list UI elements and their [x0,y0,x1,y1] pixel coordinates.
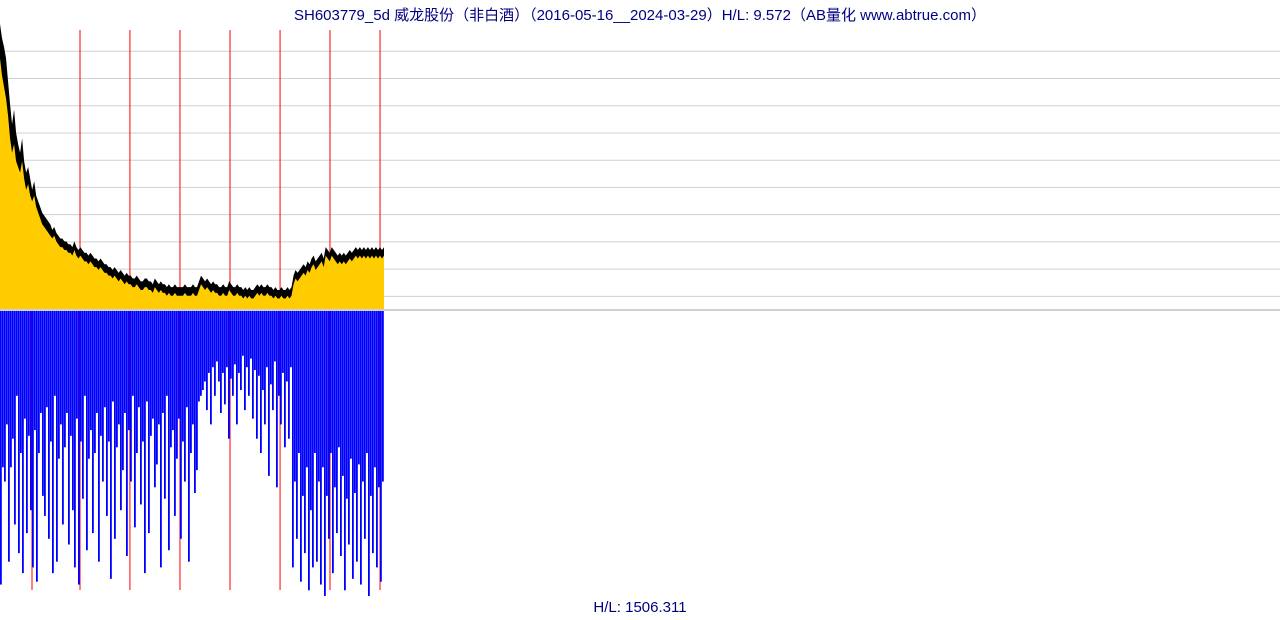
upper-price-panel [0,24,1280,310]
chart-title: SH603779_5d 威龙股份（非白酒）（2016-05-16__2024-0… [0,4,1280,25]
lower-volume-panel [0,310,1280,596]
bottom-ratio-label: H/L: 1506.311 [0,599,1280,616]
